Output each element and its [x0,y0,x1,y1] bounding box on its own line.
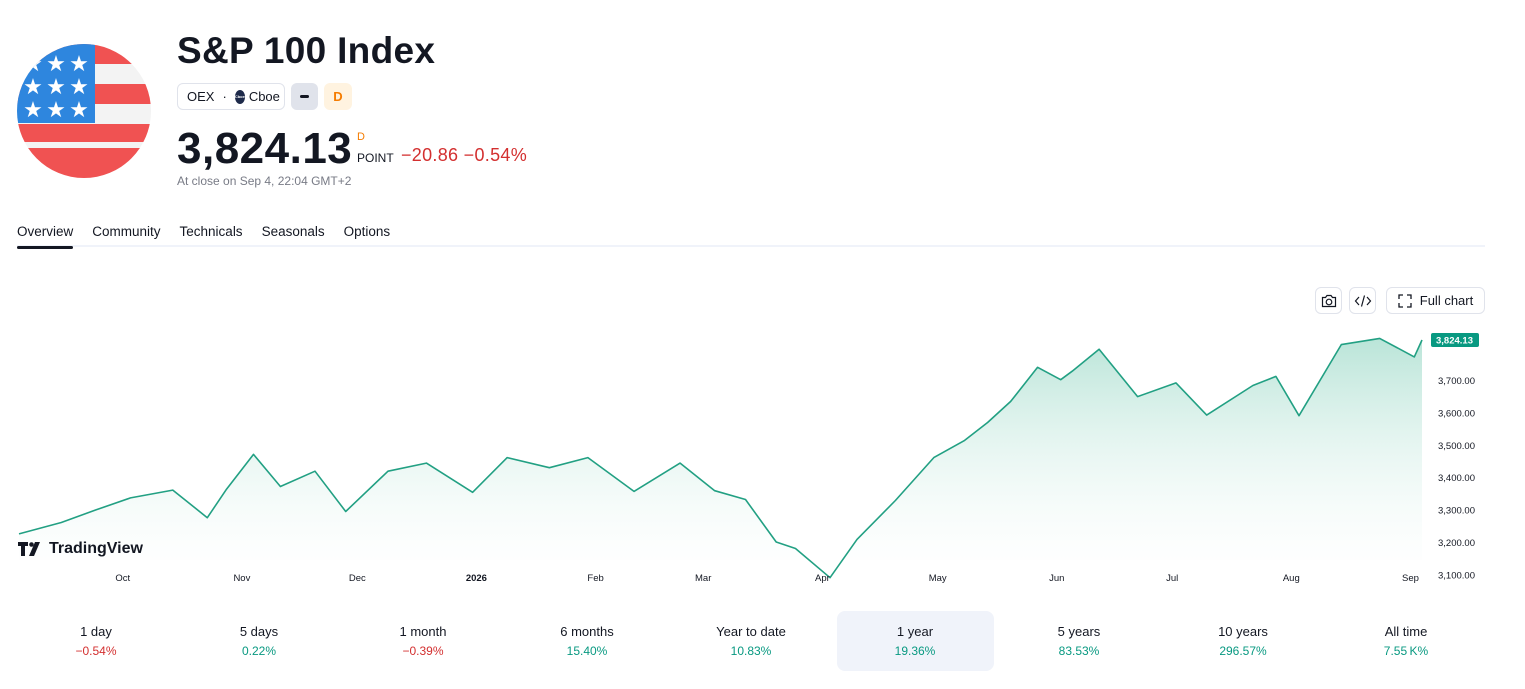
svg-text:★: ★ [46,52,66,77]
cboe-logo-icon: Cboe [234,89,245,104]
tab-overview[interactable]: Overview [17,222,74,249]
symbol-label: OEX [187,89,215,104]
delayed-data-chip[interactable]: D [324,83,352,110]
code-icon [1354,294,1371,307]
price-delay-mark: D [357,131,365,143]
x-tick-label: 2026 [466,573,487,584]
period-label: 5 years [1057,624,1101,639]
period-1-month[interactable]: 1 month −0.39% [345,611,502,671]
close-timestamp: At close on Sep 4, 22:04 GMT+2 [177,174,352,188]
page-title: S&P 100 Index [177,30,436,71]
x-tick-label: Apr [815,573,830,584]
price-change: −20.86 −0.54% [401,145,528,165]
period-label: 1 month [399,624,447,639]
chart-area-fill [19,338,1422,578]
period-change: 296.57% [1219,644,1267,658]
tradingview-logo-text: TradingView [49,540,143,557]
y-tick-label: 3,400.00 [1438,473,1475,484]
svg-text:★: ★ [69,98,89,123]
y-tick-label: 3,600.00 [1438,408,1475,419]
x-tick-label: Aug [1283,573,1300,584]
period-change: 10.83% [730,644,772,658]
period-label: 5 days [239,624,279,639]
svg-text:★: ★ [23,52,43,77]
chart-price-line [18,337,1423,579]
period-10-years[interactable]: 10 years 296.57% [1165,611,1322,671]
full-chart-button[interactable]: Full chart [1386,287,1485,314]
period-5-days[interactable]: 5 days 0.22% [181,611,338,671]
x-tick-label: May [929,573,947,584]
period-change: −0.39% [402,644,444,658]
market-status-chip[interactable] [291,83,318,110]
period-label: 6 months [560,624,614,639]
tabs-divider [17,245,1485,247]
price-chart[interactable]: Oct Nov Dec 2026 Feb Mar Apr May Jun Jul Aug Sep 3,… [0,320,1500,590]
snapshot-button[interactable] [1315,287,1342,314]
last-price: 3,824.13 [177,124,353,173]
period-label: 1 day [80,624,112,639]
tradingview-logo-icon [18,542,40,556]
period-label: 1 year [896,624,934,639]
tab-community[interactable]: Community [92,224,161,239]
period-5-years[interactable]: 5 years 83.53% [1001,611,1158,671]
period-label: 10 years [1218,624,1268,639]
camera-icon [1321,294,1336,307]
x-tick-label: Nov [233,573,250,584]
symbol-exchange-chip[interactable]: OEX · Cboe Cboe [177,83,285,110]
period-label: Year to date [716,624,786,639]
y-tick-label: 3,500.00 [1438,441,1475,452]
svg-text:3,824.13: 3,824.13 [1436,336,1473,347]
tab-options[interactable]: Options [343,224,391,239]
period-1-day[interactable]: 1 day −0.54% [18,611,175,671]
svg-text:★: ★ [23,75,43,100]
period-change: 83.53% [1058,644,1100,658]
y-tick-label: 3,300.00 [1438,506,1475,517]
dash-icon [300,95,309,98]
period-year-to-date[interactable]: Year to date 10.83% [673,611,830,671]
expand-icon [1398,293,1412,308]
x-tick-label: Sep [1402,573,1419,584]
x-tick-label: Mar [695,573,711,584]
section-tabs: Overview Community Technicals Seasonals … [17,222,409,249]
y-tick-label: 3,700.00 [1438,376,1475,387]
embed-button[interactable] [1349,287,1376,314]
last-value-label: 3,824.13 [1431,333,1479,347]
x-tick-label: Jul [1166,573,1178,584]
x-tick-label: Oct [115,573,130,584]
period-label: All time [1384,624,1428,639]
full-chart-label: Full chart [1419,293,1474,308]
svg-text:★: ★ [69,75,89,100]
svg-text:★: ★ [46,75,66,100]
y-tick-label: 3,200.00 [1438,538,1475,549]
period-all-time[interactable]: All time 7.55 K% [1328,611,1485,671]
exchange-label: Cboe [248,89,280,104]
tab-seasonals[interactable]: Seasonals [261,224,325,239]
us-flag-icon: ★ ★ ★ ★ ★ ★ ★ ★ ★ [17,44,151,178]
svg-text:★: ★ [69,52,89,77]
x-tick-label: Jun [1049,573,1064,584]
svg-text:★: ★ [23,98,43,123]
period-1-year[interactable]: 1 year 19.36% [836,611,994,671]
period-change: 0.22% [241,644,277,658]
period-change: 7.55 K% [1383,644,1429,658]
y-tick-label: 3,100.00 [1438,571,1475,582]
period-change: −0.54% [75,644,117,658]
period-change: 19.36% [894,644,936,658]
separator-dot: · [222,89,227,104]
price-unit: POINT [357,151,394,165]
tab-technicals[interactable]: Technicals [179,224,243,239]
period-performance-strip: 1 day −0.54% 5 days 0.22% 1 month −0.39% 6 mon… [17,611,1485,671]
x-tick-label: Dec [349,573,366,584]
period-6-months[interactable]: 6 months 15.40% [509,611,666,671]
period-change: 15.40% [566,644,608,658]
svg-text:★: ★ [46,98,66,123]
x-tick-label: Feb [587,573,603,584]
tradingview-logo[interactable]: TradingView [18,540,143,558]
